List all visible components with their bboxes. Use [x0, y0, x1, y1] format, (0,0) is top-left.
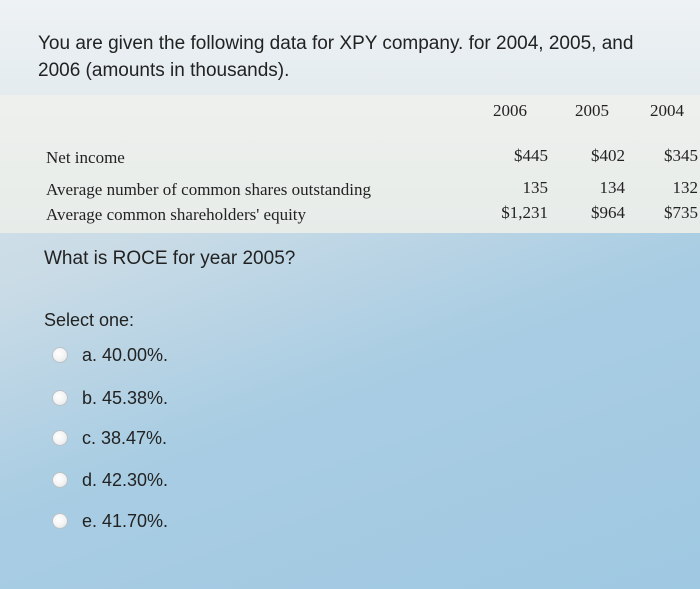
- cell-avg-equity-2005: $964: [591, 203, 625, 222]
- row-label-avg-shares: Average number of common shares outstand…: [46, 180, 371, 199]
- row-label-avg-equity: Average common shareholders' equity: [46, 205, 307, 224]
- cell-avg-shares-2006: 135: [522, 178, 549, 197]
- year-header-2004: 2004: [650, 101, 684, 120]
- question-text: You are given the following data for XPY…: [38, 30, 688, 84]
- question-prompt: What is ROCE for year 2005?: [44, 248, 296, 269]
- question-panel: [0, 0, 700, 100]
- option-b-label[interactable]: b. 45.38%.: [82, 387, 169, 408]
- option-a[interactable]: a. 40.00%.: [52, 342, 168, 368]
- option-a-label[interactable]: a. 40.00%.: [82, 344, 169, 365]
- option-d[interactable]: d. 42.30%.: [52, 467, 168, 493]
- cell-net-income-2006: $445: [514, 146, 548, 165]
- option-d-label[interactable]: d. 42.30%.: [82, 469, 169, 490]
- year-header-2005: 2005: [575, 101, 609, 120]
- select-one-label: Select one:: [44, 310, 135, 330]
- cell-net-income-2004: $345: [664, 146, 698, 165]
- cell-avg-shares-2005: 134: [599, 178, 626, 197]
- data-table: 2006 2005 2004 Net income $445 $402 $345…: [0, 95, 700, 233]
- question-line-2: 2006 (amounts in thousands).: [38, 60, 290, 81]
- option-c-radio[interactable]: [52, 430, 68, 446]
- option-c[interactable]: c. 38.47%.: [52, 425, 167, 451]
- option-b[interactable]: b. 45.38%.: [52, 385, 168, 411]
- option-e-radio[interactable]: [52, 513, 68, 529]
- cell-net-income-2005: $402: [591, 146, 625, 165]
- row-label-net-income: Net income: [46, 148, 125, 167]
- question-line-1: You are given the following data for XPY…: [38, 33, 634, 54]
- option-a-radio[interactable]: [52, 347, 68, 363]
- cell-avg-equity-2004: $735: [664, 203, 698, 222]
- option-e[interactable]: e. 41.70%.: [52, 508, 168, 534]
- option-e-label[interactable]: e. 41.70%.: [82, 510, 169, 531]
- option-c-label[interactable]: c. 38.47%.: [82, 427, 168, 448]
- option-b-radio[interactable]: [52, 390, 68, 406]
- option-d-radio[interactable]: [52, 472, 68, 488]
- cell-avg-shares-2004: 132: [672, 178, 699, 197]
- cell-avg-equity-2006: $1,231: [501, 203, 548, 222]
- year-header-2006: 2006: [493, 101, 527, 120]
